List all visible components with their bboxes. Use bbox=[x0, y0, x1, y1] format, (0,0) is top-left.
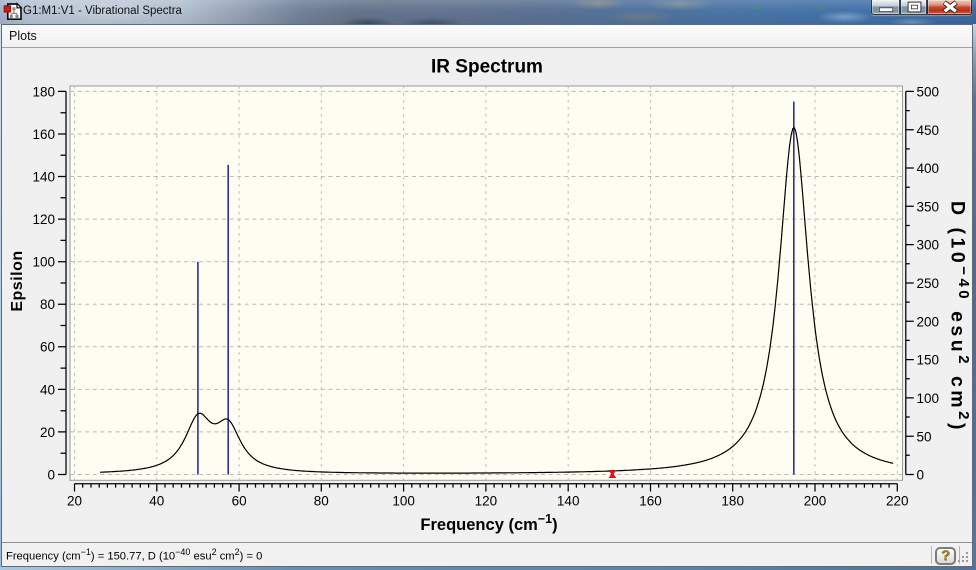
svg-text:100: 100 bbox=[392, 493, 415, 508]
svg-text:500: 500 bbox=[917, 85, 940, 100]
svg-text:100: 100 bbox=[32, 255, 55, 270]
svg-text:0: 0 bbox=[47, 467, 55, 482]
svg-text:40: 40 bbox=[40, 382, 55, 397]
svg-text:Frequency (cm−1): Frequency (cm−1) bbox=[420, 512, 557, 534]
svg-text:350: 350 bbox=[917, 199, 940, 214]
svg-text:20: 20 bbox=[67, 493, 82, 508]
svg-text:20: 20 bbox=[40, 425, 55, 440]
svg-text:250: 250 bbox=[917, 276, 940, 291]
svg-text:60: 60 bbox=[232, 493, 247, 508]
svg-text:200: 200 bbox=[804, 493, 827, 508]
svg-text:450: 450 bbox=[917, 123, 940, 138]
svg-text:80: 80 bbox=[314, 493, 329, 508]
svg-text:100: 100 bbox=[917, 391, 940, 406]
svg-text:140: 140 bbox=[557, 493, 580, 508]
svg-text:220: 220 bbox=[886, 493, 909, 508]
svg-text:Epsilon: Epsilon bbox=[9, 250, 26, 311]
svg-text:D (10−40 esu2 cm2): D (10−40 esu2 cm2) bbox=[947, 201, 973, 433]
svg-text:160: 160 bbox=[32, 127, 55, 142]
svg-text:80: 80 bbox=[40, 297, 55, 312]
svg-text:140: 140 bbox=[32, 169, 55, 184]
svg-text:120: 120 bbox=[475, 493, 498, 508]
svg-text:0: 0 bbox=[917, 468, 925, 483]
svg-text:120: 120 bbox=[32, 212, 55, 227]
svg-text:300: 300 bbox=[917, 238, 940, 253]
svg-text:200: 200 bbox=[917, 314, 940, 329]
svg-text:180: 180 bbox=[721, 493, 744, 508]
svg-text:60: 60 bbox=[40, 340, 55, 355]
svg-text:180: 180 bbox=[32, 84, 55, 99]
svg-text:160: 160 bbox=[639, 493, 662, 508]
svg-text:40: 40 bbox=[149, 493, 164, 508]
svg-text:50: 50 bbox=[917, 429, 932, 444]
svg-text:400: 400 bbox=[917, 161, 940, 176]
svg-text:IR Spectrum: IR Spectrum bbox=[431, 57, 543, 78]
svg-text:150: 150 bbox=[917, 353, 940, 368]
